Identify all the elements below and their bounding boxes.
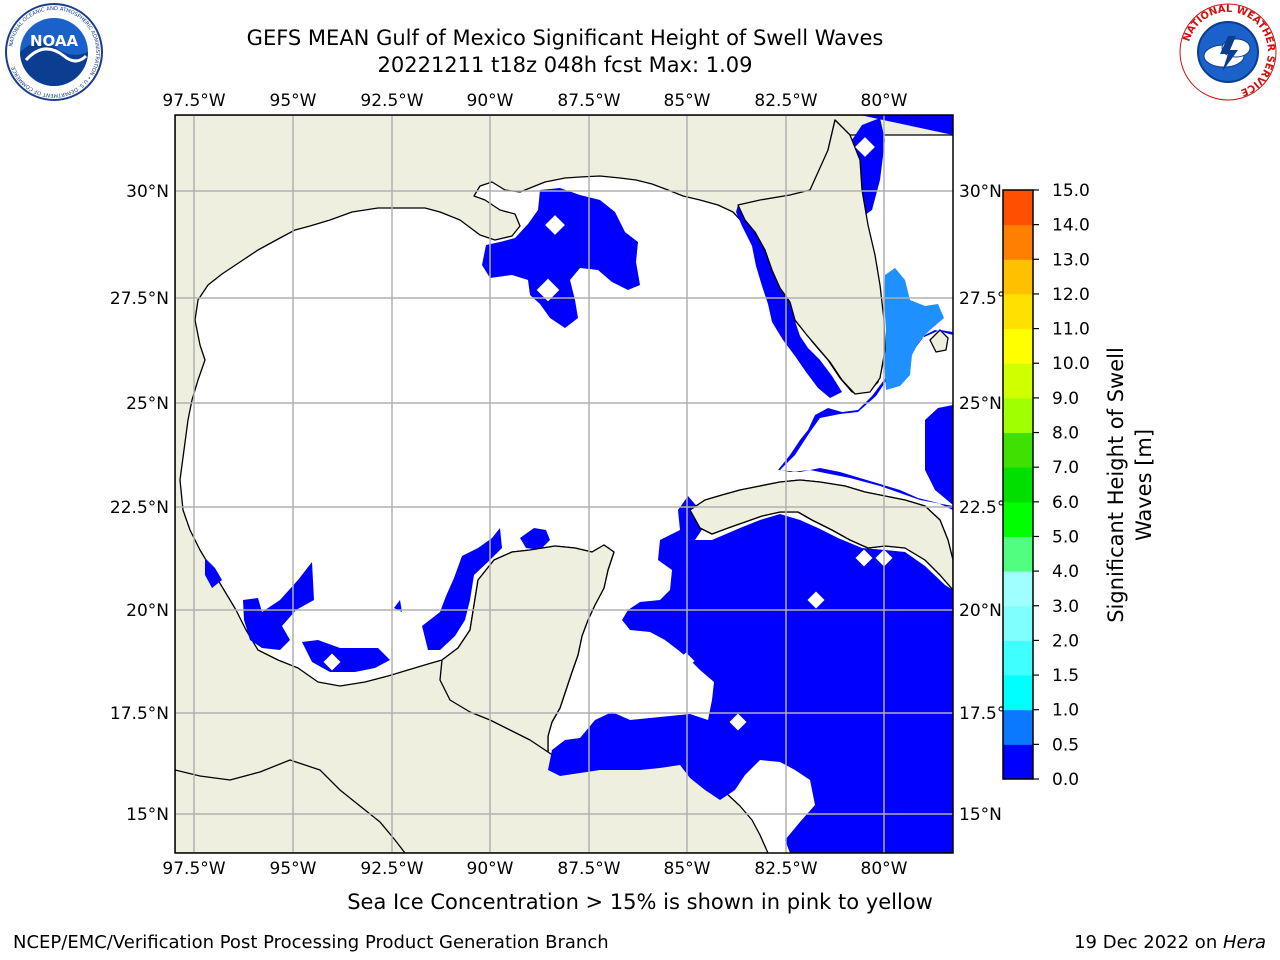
- swell-campeche-4: [394, 600, 402, 612]
- lat-tick-label: 22.5°N: [110, 498, 169, 518]
- colorbar-tick-label: 2.0: [1052, 631, 1079, 651]
- lon-labels-top: 97.5°W 95°W 92.5°W 90°W 87.5°W 85°W 82.5…: [162, 91, 907, 111]
- lat-tick-label: 20°N: [126, 601, 169, 621]
- lon-tick-label: 80°W: [861, 859, 908, 879]
- colorbar-tick-label: 5.0: [1052, 527, 1079, 547]
- lon-tick-label: 97.5°W: [162, 859, 225, 879]
- lat-tick-label: 30°N: [126, 182, 169, 202]
- colorbar-tick-label: 15.0: [1052, 181, 1090, 201]
- colorbar-segment: [1003, 224, 1033, 260]
- lon-tick-label: 92.5°W: [360, 91, 423, 111]
- lon-tick-label: 80°W: [861, 91, 908, 111]
- land-yucatan: [439, 544, 615, 753]
- lon-tick-label: 85°W: [664, 91, 711, 111]
- lon-labels-bottom: 97.5°W 95°W 92.5°W 90°W 87.5°W 85°W 82.5…: [162, 859, 907, 879]
- lat-tick-label: 17.5°N: [110, 704, 169, 724]
- lon-tick-label: 87.5°W: [557, 91, 620, 111]
- lat-tick-label: 15°N: [126, 805, 169, 825]
- colorbar-tick-label: 13.0: [1052, 250, 1090, 270]
- lon-tick-label: 82.5°W: [754, 91, 817, 111]
- lon-tick-label: 90°W: [467, 91, 514, 111]
- colorbar-tick-label: 4.0: [1052, 562, 1079, 582]
- lon-tick-label: 92.5°W: [360, 859, 423, 879]
- lat-tick-label: 20°N: [959, 601, 1002, 621]
- colorbar-tick-label: 12.0: [1052, 285, 1090, 305]
- map-frame: [174, 114, 954, 854]
- colorbar-label-line2: Waves [m]: [1132, 429, 1156, 541]
- lat-tick-label: 25°N: [126, 394, 169, 414]
- colorbar-tick-label: 10.0: [1052, 354, 1090, 374]
- lon-tick-label: 85°W: [664, 859, 711, 879]
- swell-campeche-2: [422, 528, 502, 650]
- colorbar-frame: [1002, 189, 1034, 780]
- nws-logo: NATIONAL WEATHER SERVICE: [1179, 3, 1277, 101]
- colorbar-segment: [1003, 328, 1033, 364]
- map-content: [175, 115, 953, 853]
- colorbar-tick-label: 1.5: [1052, 666, 1079, 686]
- lon-tick-label: 82.5°W: [754, 859, 817, 879]
- map-subtitle: 20221211 t18z 048h fcst Max: 1.09: [377, 53, 753, 77]
- colorbar-tick-label: 0.5: [1052, 735, 1079, 755]
- colorbar-tick-label: 1.0: [1052, 701, 1079, 721]
- date-text: 19 Dec 2022 on Hera: [1074, 932, 1266, 953]
- lat-tick-label: 30°N: [959, 182, 1002, 202]
- colorbar-segment: [1003, 293, 1033, 330]
- colorbar-segment: [1003, 744, 1033, 780]
- colorbar-label-line1: Significant Height of Swell: [1104, 347, 1128, 623]
- lat-tick-label: 15°N: [959, 805, 1002, 825]
- colorbar-segment: [1003, 605, 1033, 641]
- colorbar-segment: [1003, 536, 1033, 572]
- colorbar-segment: [1003, 675, 1033, 711]
- colorbar-segment: [1003, 467, 1033, 503]
- lon-tick-label: 95°W: [270, 91, 317, 111]
- colorbar-segment: [1003, 571, 1033, 607]
- lat-labels-left: 30°N 27.5°N 25°N 22.5°N 20°N 17.5°N 15°N: [110, 182, 169, 825]
- credit-text: NCEP/EMC/Verification Post Processing Pr…: [13, 932, 609, 953]
- colorbar-segment: [1003, 432, 1033, 468]
- swell-campeche-3: [520, 528, 550, 550]
- map-title: GEFS MEAN Gulf of Mexico Significant Hei…: [246, 26, 884, 50]
- colorbar-tick-label: 8.0: [1052, 424, 1079, 444]
- grid-lines: [175, 115, 953, 853]
- noaa-logo: NATIONAL OCEANIC AND ATMOSPHERIC ADMINIS…: [5, 3, 103, 101]
- colorbar: [1002, 189, 1034, 780]
- lon-tick-label: 95°W: [270, 859, 317, 879]
- colorbar-tick-label: 14.0: [1052, 216, 1090, 236]
- colorbar-segment: [1003, 709, 1033, 745]
- land-bahamas: [929, 329, 949, 353]
- colorbar-segment: [1003, 501, 1033, 537]
- colorbar-tick-label: 9.0: [1052, 389, 1079, 409]
- land-central-america: [175, 759, 406, 853]
- swell-west-gulf-2: [243, 562, 314, 650]
- noaa-wordmark: NOAA: [30, 32, 79, 50]
- colorbar-segment: [1003, 640, 1033, 676]
- lat-tick-label: 25°N: [959, 394, 1002, 414]
- sea-ice-note: Sea Ice Concentration > 15% is shown in …: [347, 890, 933, 914]
- colorbar-segment: [1003, 397, 1033, 434]
- swell-west-gulf-1: [205, 558, 222, 588]
- land-florida: [737, 119, 886, 395]
- date-label: 19 Dec 2022 on: [1074, 932, 1223, 953]
- colorbar-segment: [1003, 190, 1033, 226]
- lat-tick-label: 27.5°N: [110, 289, 169, 309]
- colorbar-tick-label: 7.0: [1052, 458, 1079, 478]
- swell-mississippi-delta: [482, 188, 640, 328]
- swell-campeche-1: [302, 640, 390, 672]
- colorbar-tick-label: 6.0: [1052, 493, 1079, 513]
- colorbar-segment: [1003, 259, 1033, 295]
- colorbar-tick-label: 3.0: [1052, 597, 1079, 617]
- lon-tick-label: 87.5°W: [557, 859, 620, 879]
- colorbar-tick-label: 0.0: [1052, 770, 1079, 790]
- lon-tick-label: 97.5°W: [162, 91, 225, 111]
- colorbar-segment: [1003, 363, 1033, 399]
- host-name: Hera: [1222, 932, 1266, 953]
- colorbar-ticks: 0.0 0.5 1.0 1.5 2.0 3.0 4.0 5.0 6.0 7.0 8.0 9.0 10.0…: [1033, 181, 1090, 790]
- swell-atlantic-east: [548, 115, 953, 853]
- colorbar-tick-label: 11.0: [1052, 320, 1090, 340]
- lon-tick-label: 90°W: [467, 859, 514, 879]
